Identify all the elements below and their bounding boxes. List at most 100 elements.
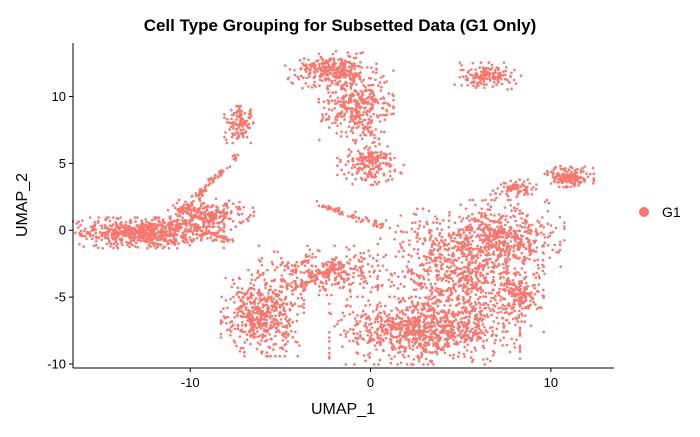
data-point — [302, 76, 305, 80]
data-point — [474, 349, 478, 352]
data-point — [205, 227, 208, 231]
data-point — [402, 334, 406, 337]
data-point — [336, 156, 339, 160]
data-point — [511, 293, 514, 297]
data-point — [487, 235, 491, 238]
data-point — [407, 323, 410, 326]
data-point — [442, 244, 446, 248]
data-point — [273, 268, 277, 272]
data-point — [445, 298, 449, 302]
data-point — [372, 83, 375, 87]
data-point — [262, 333, 265, 337]
data-point — [290, 281, 293, 285]
data-point — [328, 58, 331, 62]
data-point — [517, 248, 520, 251]
data-point — [230, 285, 234, 289]
data-point — [330, 293, 333, 297]
data-point — [361, 152, 365, 156]
data-point — [176, 214, 179, 218]
data-point — [339, 122, 343, 125]
data-point — [360, 277, 363, 281]
data-point — [126, 229, 130, 233]
data-point — [368, 254, 372, 258]
data-point — [478, 235, 481, 239]
data-point — [353, 98, 357, 102]
data-point — [417, 319, 420, 323]
data-point — [420, 351, 423, 355]
data-point — [369, 115, 373, 118]
data-point — [422, 277, 426, 281]
data-point — [287, 261, 290, 265]
data-point — [541, 258, 545, 262]
data-point — [153, 226, 156, 229]
data-point — [379, 130, 383, 134]
data-point — [537, 283, 541, 286]
data-point — [242, 351, 246, 354]
data-point — [358, 65, 362, 68]
data-point — [305, 70, 308, 74]
data-point — [186, 211, 190, 215]
data-point — [412, 288, 416, 292]
data-point — [264, 286, 267, 290]
data-point — [321, 113, 324, 116]
data-point — [163, 227, 167, 231]
data-point — [510, 245, 513, 248]
data-point — [514, 82, 518, 85]
data-point — [425, 350, 428, 354]
data-point — [409, 277, 413, 281]
data-point — [452, 285, 456, 289]
data-point — [321, 64, 325, 67]
data-point — [489, 226, 492, 230]
data-point — [432, 363, 435, 366]
data-point — [281, 313, 284, 317]
data-point — [477, 211, 481, 215]
data-point — [243, 341, 246, 344]
data-point — [414, 213, 418, 216]
data-point — [422, 225, 426, 229]
data-point — [453, 264, 456, 267]
data-point — [473, 330, 477, 333]
data-point — [376, 303, 379, 307]
data-point — [334, 115, 338, 119]
data-point — [464, 226, 468, 229]
data-point — [487, 258, 490, 261]
data-point — [488, 231, 492, 234]
data-point — [469, 236, 473, 239]
data-point — [177, 242, 180, 245]
data-point — [220, 228, 224, 232]
data-point — [218, 221, 222, 224]
data-point — [279, 278, 283, 281]
data-point — [307, 85, 310, 88]
data-point — [361, 126, 365, 130]
data-point — [380, 326, 384, 330]
data-point — [559, 265, 562, 269]
data-point — [210, 210, 214, 214]
data-point — [236, 286, 240, 290]
data-point — [240, 287, 244, 290]
data-point — [352, 275, 355, 279]
data-point — [271, 263, 275, 266]
data-point — [529, 232, 532, 235]
data-point — [395, 340, 399, 344]
data-point — [473, 230, 476, 234]
data-point — [222, 246, 226, 250]
data-point — [245, 302, 248, 306]
data-point — [262, 273, 265, 276]
data-point — [369, 83, 373, 87]
data-point — [412, 212, 416, 216]
data-point — [511, 287, 514, 291]
data-point — [422, 336, 426, 340]
data-point — [216, 206, 219, 210]
data-point — [248, 329, 251, 332]
data-point — [432, 310, 436, 314]
data-point — [351, 163, 355, 167]
data-point — [358, 266, 361, 269]
data-point — [175, 219, 178, 223]
data-point — [405, 335, 408, 339]
data-point — [447, 232, 451, 236]
data-point — [523, 286, 527, 290]
data-point — [242, 206, 245, 209]
data-point — [433, 330, 437, 334]
data-point — [478, 317, 482, 321]
